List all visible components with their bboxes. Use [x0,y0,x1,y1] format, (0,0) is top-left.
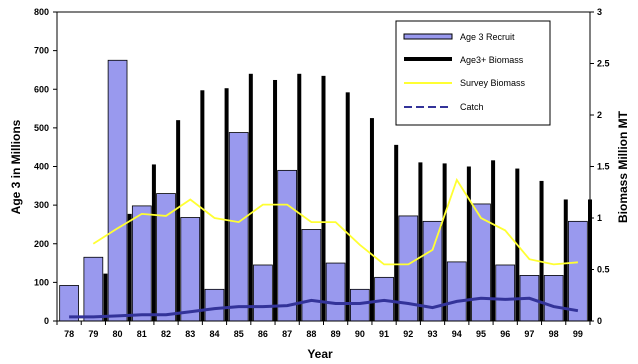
legend-label-catch: Catch [460,102,484,112]
recruit-bar [180,217,201,322]
recruit-bar [156,193,176,322]
x-tick-label: 90 [355,329,365,339]
x-axis-title: Year [307,347,333,361]
recruit-bar [131,205,152,322]
biomass-bar [273,79,278,321]
biomass-bar [176,120,181,322]
x-tick-label: 98 [549,329,559,339]
x-tick-label: 86 [258,329,268,339]
legend-swatch-biomass [404,57,452,61]
x-tick-label: 79 [88,329,98,339]
x-tick-label: 88 [306,329,316,339]
y2-tick-label: 1 [597,213,602,223]
x-tick-label: 89 [331,329,341,339]
x-tick-label: 94 [452,329,462,339]
recruit-bar [107,59,128,322]
recruit-bar [568,220,588,322]
catch-line [69,296,579,319]
recruit-bar [301,229,322,322]
x-tick-label: 78 [64,329,74,339]
recruit-bar [495,264,516,322]
y-tick-label: 100 [34,277,49,287]
biomass-bar [369,118,374,321]
y-axis-title: Age 3 in Millions [9,119,23,214]
recruit-bar [446,261,467,322]
biomass-bar [539,180,544,321]
legend-label-survey: Survey Biomass [460,78,526,88]
y-tick-label: 800 [34,7,49,17]
x-tick-label: 83 [185,329,195,339]
y2-tick-label: 2.5 [597,59,610,69]
x-tick-label: 96 [500,329,510,339]
x-tick-label: 81 [137,329,147,339]
recruit-bar [349,288,370,322]
x-tick-label: 99 [573,329,583,339]
x-tick-label: 92 [403,329,413,339]
biomass-bar [248,73,253,321]
y-tick-label: 600 [34,84,49,94]
recruit-bar [253,264,273,322]
recruit-bar [83,256,104,322]
biomass-bar [297,73,302,321]
legend: Age 3 Recruit Age3+ Biomass Survey Bioma… [395,20,551,126]
biomass-bar [418,162,423,321]
y2-tick-label: 0 [597,316,602,326]
x-tick-label: 93 [428,329,438,339]
recruit-bar [204,288,225,322]
y-tick-label: 300 [34,200,49,210]
x-tick-label: 97 [524,329,534,339]
x-tick-label: 84 [209,329,219,339]
y-tick-label: 700 [34,46,49,56]
legend-swatch-recruit [403,33,453,40]
x-tick-label: 85 [234,329,244,339]
x-tick-label: 80 [113,329,123,339]
x-tick-label: 82 [161,329,171,339]
x-tick-label: 91 [379,329,389,339]
x-tick-label: 95 [476,329,486,339]
biomass-bar [442,163,447,321]
y2-tick-label: 0.5 [597,265,610,275]
recruit-bar [228,132,249,322]
y-tick-label: 200 [34,239,49,249]
recruit-bar [325,262,346,322]
legend-label-biomass: Age3+ Biomass [460,55,524,65]
biomass-bar [321,75,326,321]
y2-tick-label: 3 [597,7,602,17]
y2-tick-label: 1.5 [597,162,610,172]
biomass-bar [563,199,568,321]
biomass-bar [103,273,108,321]
biomass-bar [151,164,156,321]
biomass-bar [127,213,132,321]
survey-biomass-line [92,177,578,266]
y-tick-label: 400 [34,162,49,172]
y2-tick-label: 2 [597,110,602,120]
recruit-bar [543,275,564,322]
legend-label-recruit: Age 3 Recruit [460,32,515,42]
biomass-bar [491,160,496,321]
biomass-bar [466,166,471,321]
biomass-bar [394,144,399,321]
y2-axis-title: Biomass Million MT [616,110,630,223]
biomass-bar [345,92,350,321]
y-tick-label: 0 [44,316,49,326]
x-tick-label: 87 [282,329,292,339]
biomass-bar [200,90,205,321]
recruit-bar [277,169,298,322]
y-tick-label: 500 [34,123,49,133]
biomass-bar [224,88,229,321]
